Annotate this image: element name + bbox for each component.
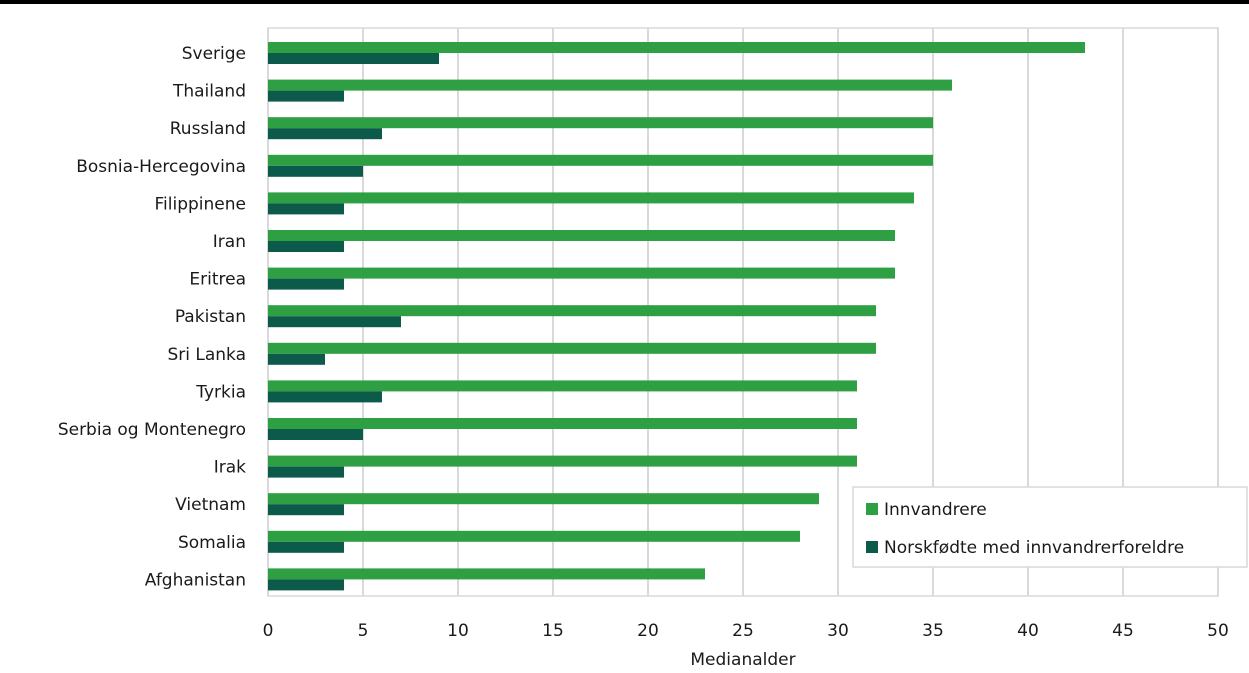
category-label: Tyrkia bbox=[195, 382, 246, 402]
category-label: Filippinene bbox=[155, 194, 246, 214]
x-tick-label: 45 bbox=[1112, 621, 1134, 641]
legend-swatch bbox=[866, 503, 878, 515]
category-labels: Sverige Thailand Russland Bosnia-Hercegovin… bbox=[58, 44, 246, 590]
bar-norskfodte-0 bbox=[268, 53, 439, 64]
bar-innvandrere-3 bbox=[268, 154, 933, 166]
x-tick-label: 10 bbox=[447, 621, 469, 641]
bar-norskfodte-6 bbox=[268, 278, 344, 290]
bar-innvandrere-10 bbox=[268, 418, 857, 429]
bar-innvandrere-7 bbox=[268, 305, 876, 317]
category-label: Serbia og Montenegro bbox=[58, 420, 246, 440]
bar-norskfodte-13 bbox=[268, 541, 344, 553]
bar-norskfodte-10 bbox=[268, 429, 363, 440]
category-label: Bosnia-Hercegovina bbox=[76, 157, 246, 177]
x-tick-label: 40 bbox=[1017, 621, 1039, 641]
bar-innvandrere-0 bbox=[268, 42, 1085, 53]
bar-norskfodte-5 bbox=[268, 241, 344, 252]
bar-innvandrere-8 bbox=[268, 342, 876, 354]
category-label: Sri Lanka bbox=[167, 345, 246, 365]
bar-norskfodte-11 bbox=[268, 466, 344, 478]
bar-innvandrere-12 bbox=[268, 493, 819, 505]
category-label: Russland bbox=[170, 119, 246, 139]
category-label: Vietnam bbox=[175, 495, 246, 515]
legend-label: Norskfødte med innvandrerforeldre bbox=[884, 538, 1184, 558]
bar-innvandrere-4 bbox=[268, 192, 914, 204]
category-label: Thailand bbox=[172, 82, 246, 102]
bar-innvandrere-14 bbox=[268, 568, 705, 580]
bar-norskfodte-4 bbox=[268, 203, 344, 215]
bar-norskfodte-14 bbox=[268, 579, 344, 591]
legend-swatch bbox=[866, 541, 878, 553]
x-tick-label: 50 bbox=[1207, 621, 1229, 641]
bar-norskfodte-8 bbox=[268, 353, 325, 365]
bar-innvandrere-11 bbox=[268, 455, 857, 467]
bars bbox=[268, 42, 1085, 591]
x-tick-label: 35 bbox=[922, 621, 944, 641]
category-label: Pakistan bbox=[175, 307, 246, 327]
bar-innvandrere-9 bbox=[268, 380, 857, 392]
top-rule bbox=[0, 0, 1249, 4]
bar-norskfodte-12 bbox=[268, 504, 344, 516]
bar-norskfodte-3 bbox=[268, 165, 363, 177]
bar-norskfodte-2 bbox=[268, 128, 382, 140]
bar-innvandrere-6 bbox=[268, 267, 895, 279]
category-label: Eritrea bbox=[189, 270, 246, 290]
category-label: Sverige bbox=[182, 44, 246, 64]
category-label: Iran bbox=[213, 232, 246, 252]
x-tick-label: 30 bbox=[827, 621, 849, 641]
x-axis-title: Medianalder bbox=[690, 650, 795, 670]
bar-innvandrere-13 bbox=[268, 530, 800, 542]
bar-innvandrere-2 bbox=[268, 117, 933, 129]
x-tick-label: 5 bbox=[358, 621, 369, 641]
category-label: Somalia bbox=[178, 533, 246, 553]
x-tick-label: 15 bbox=[542, 621, 564, 641]
category-label: Irak bbox=[214, 458, 246, 478]
bar-norskfodte-9 bbox=[268, 391, 382, 403]
legend: Innvandrere Norskfødte med innvandrerfore… bbox=[852, 486, 1248, 568]
bar-norskfodte-1 bbox=[268, 90, 344, 102]
x-tick-label: 20 bbox=[637, 621, 659, 641]
bar-norskfodte-7 bbox=[268, 316, 401, 328]
bar-innvandrere-5 bbox=[268, 230, 895, 241]
legend-label: Innvandrere bbox=[884, 500, 987, 520]
category-label: Afghanistan bbox=[145, 570, 246, 590]
x-tick-label: 25 bbox=[732, 621, 754, 641]
x-tick-labels: 0 5 10 15 20 25 30 35 40 45 50 bbox=[263, 621, 1229, 641]
legend-box bbox=[852, 486, 1248, 568]
bar-innvandrere-1 bbox=[268, 79, 952, 91]
x-tick-label: 0 bbox=[263, 621, 274, 641]
